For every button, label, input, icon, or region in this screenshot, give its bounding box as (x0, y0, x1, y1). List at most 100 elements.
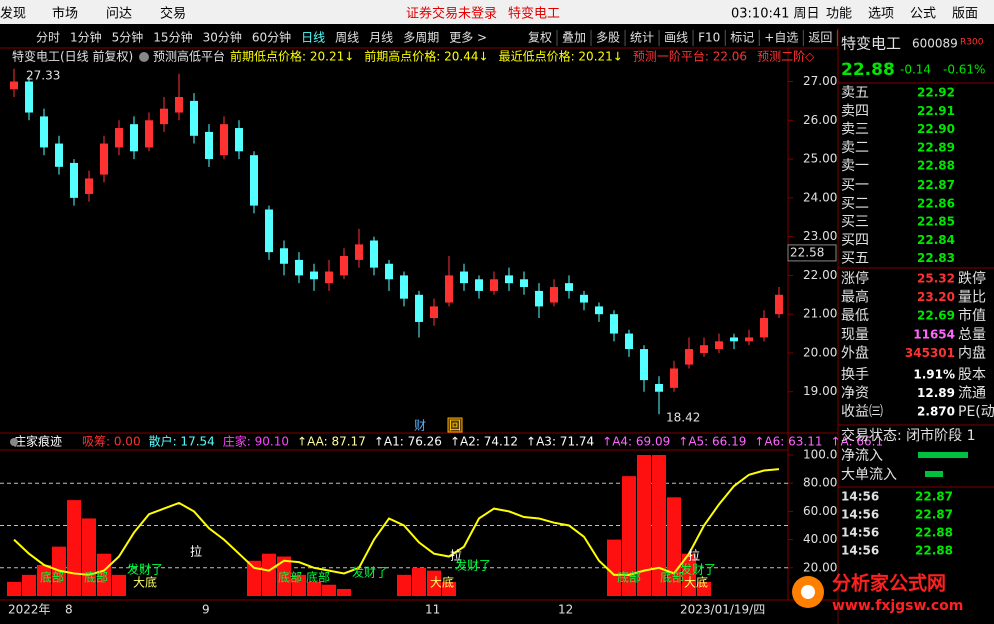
menu-item[interactable]: 功能 (826, 7, 852, 22)
period-tab[interactable]: 月线 (369, 31, 393, 45)
legend-item: ↑A1: 76.26 (374, 435, 442, 449)
candle-body (205, 131, 213, 160)
change: -0.14 (900, 63, 931, 77)
legend-item: 吸筹: 0.00 (82, 435, 141, 449)
period-tab[interactable]: 60分钟 (252, 30, 291, 45)
date-label: 2023/01/19/四 (680, 603, 765, 617)
period-tab[interactable]: 分时 (36, 31, 60, 45)
stat-label: 收益㈢ (841, 404, 883, 420)
stat-label: 股本 (958, 367, 986, 383)
y-tick-label: 80.00 (803, 476, 837, 490)
candle-body (115, 128, 123, 148)
book-label: 买二 (841, 196, 869, 212)
login-notice[interactable]: 证券交易未登录 (406, 6, 497, 22)
tool-button[interactable]: 标记 (730, 31, 754, 45)
period-tab[interactable]: 多周期 (403, 31, 439, 45)
legend-item: ↑AA: 87.17 (297, 435, 366, 449)
book-label: 买三 (841, 214, 869, 230)
indicator-name[interactable]: 预测高低平台 (153, 49, 225, 64)
event-marker[interactable]: 回 (449, 419, 461, 433)
date-label: 9 (202, 603, 210, 617)
date-label: 12 (558, 603, 573, 617)
candle-body (535, 290, 543, 307)
flow-bar (925, 471, 943, 477)
candle-body (250, 155, 258, 206)
menu-item[interactable]: 版面 (952, 7, 978, 22)
indicator-label: 预测二阶◇ (757, 50, 815, 64)
chart-title: 特变电工(日线 前复权) (12, 49, 133, 64)
candle-body (625, 333, 633, 350)
accumulation-bar (337, 588, 351, 596)
main-force-line (13, 468, 780, 576)
candle-body (730, 337, 738, 342)
trade-price: 22.88 (915, 544, 953, 558)
icon[interactable] (10, 438, 18, 446)
candle-body (460, 271, 468, 284)
tool-button[interactable]: F10 (698, 31, 720, 45)
accumulation-bar (277, 556, 291, 596)
menu-item[interactable]: 市场 (52, 6, 78, 22)
stat-label: 跌停 (958, 270, 986, 287)
tool-button[interactable]: 叠加 (562, 31, 586, 45)
signal-label: 发财了 (127, 562, 163, 577)
stat-value: 22.69 (917, 309, 955, 323)
tool-button[interactable]: 返回 (808, 31, 832, 45)
candle-body (610, 314, 618, 334)
candle-body (670, 368, 678, 388)
candle-body (475, 279, 483, 291)
y-tick-label: 25.00 (803, 152, 837, 166)
signal-label: 大底 (430, 575, 454, 590)
book-label: 买五 (841, 251, 869, 267)
trade-time: 14:56 (841, 544, 879, 558)
legend-item: ↑A5: 66.19 (678, 435, 746, 449)
book-price: 22.88 (917, 159, 955, 173)
menu-item[interactable]: 问达 (106, 7, 132, 22)
event-marker[interactable]: 财 (414, 419, 426, 433)
tool-button[interactable]: 统计 (630, 31, 654, 45)
signal-label: 大底 (684, 575, 708, 590)
indicator-label: 前期低点价格: 20.21↓ (230, 49, 354, 64)
indicator-label: 预测一阶平台: 22.06 (633, 49, 747, 64)
y-tick-label: 21.00 (803, 307, 837, 321)
menu-item[interactable]: 公式 (910, 7, 936, 22)
period-tab[interactable]: 日线 (301, 31, 325, 45)
candle-body (25, 81, 33, 113)
candle-body (160, 108, 168, 125)
signal-label: 底部 (84, 570, 108, 585)
tool-button[interactable]: 复权 (528, 31, 552, 45)
trade-time: 14:56 (841, 526, 879, 540)
accumulation-bar (7, 581, 21, 596)
menu-stock[interactable]: 特变电工 (508, 6, 560, 22)
menu-item[interactable]: 发现 (0, 6, 26, 22)
period-tab[interactable]: 30分钟 (203, 30, 242, 45)
indicator-title[interactable]: 庄家痕迹 (14, 434, 62, 449)
menu-item[interactable]: 交易 (160, 6, 186, 22)
candle-body (490, 279, 498, 291)
legend-item: ↑A3: 71.74 (526, 435, 594, 449)
y-tick-label: 23.00 (803, 229, 837, 243)
tool-button[interactable]: 多股 (596, 31, 620, 45)
period-tab[interactable]: 1分钟 (70, 30, 102, 45)
trade-price: 22.87 (915, 508, 953, 522)
icon[interactable] (139, 52, 149, 62)
legend-item: ↑A2: 74.12 (450, 435, 518, 449)
period-tab[interactable]: 15分钟 (153, 30, 192, 45)
period-tab[interactable]: 5分钟 (112, 30, 144, 45)
book-price: 22.92 (917, 86, 955, 100)
clock: 03:10:41 周日 (731, 7, 820, 22)
accumulation-bar (652, 455, 666, 596)
period-tab[interactable]: 周线 (335, 31, 359, 45)
stat-label: 现量 (841, 327, 869, 343)
period-tab[interactable]: 更多 > (449, 31, 487, 45)
menu-item[interactable]: 选项 (868, 7, 894, 22)
tool-button[interactable]: 画线 (664, 31, 688, 45)
y-tick-label: 24.00 (803, 190, 837, 204)
signal-label: 底部 (617, 570, 641, 585)
accumulation-bar (637, 455, 651, 596)
y-tick-label: 26.00 (803, 113, 837, 127)
tool-button[interactable]: +自选 (764, 31, 798, 45)
y-tick-label: 100.0 (803, 448, 837, 462)
accumulation-bar (97, 553, 111, 596)
